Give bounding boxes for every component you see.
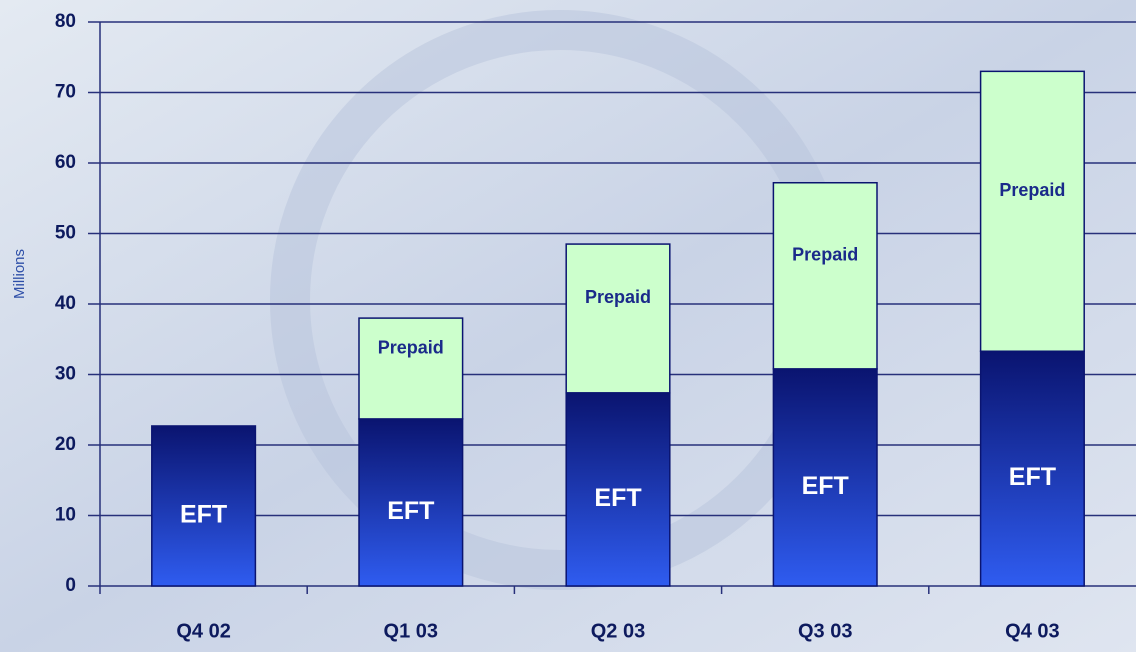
segment-label: Prepaid — [585, 287, 651, 307]
segment-label: EFT — [180, 501, 227, 529]
y-tick-label: 10 — [55, 505, 76, 526]
y-tick-label: 60 — [55, 152, 76, 173]
segment-label: EFT — [802, 472, 849, 500]
y-tick-label: 30 — [55, 364, 76, 385]
y-tick-label: 50 — [55, 223, 76, 244]
y-tick-label: 80 — [55, 11, 76, 32]
y-tick-label: 20 — [55, 434, 76, 455]
segment-label: EFT — [387, 497, 434, 525]
bar-segment — [565, 392, 671, 587]
bar-segment — [358, 418, 464, 587]
segment-label: EFT — [1009, 463, 1056, 491]
x-tick-label: Q4 02 — [176, 620, 230, 642]
bar-segment — [151, 425, 257, 587]
bar-segment — [772, 181, 878, 370]
bar-segment — [979, 70, 1085, 352]
segment-label: Prepaid — [378, 337, 444, 357]
segment-label: Prepaid — [999, 180, 1065, 200]
y-tick-label: 0 — [65, 575, 76, 596]
segment-label: Prepaid — [792, 245, 858, 265]
segment-label: EFT — [594, 484, 641, 512]
x-tick-label: Q3 03 — [798, 620, 852, 642]
x-tick-label: Q1 03 — [384, 620, 438, 642]
x-tick-label: Q4 03 — [1005, 620, 1059, 642]
y-tick-label: 40 — [55, 293, 76, 314]
y-tick-label: 70 — [55, 82, 76, 103]
y-axis-label: Millions — [11, 249, 28, 299]
bar-segment — [565, 243, 671, 394]
x-tick-label: Q2 03 — [591, 620, 645, 642]
bar-segment — [772, 368, 878, 587]
bar-segment — [979, 350, 1085, 587]
bar-segment — [358, 317, 464, 420]
